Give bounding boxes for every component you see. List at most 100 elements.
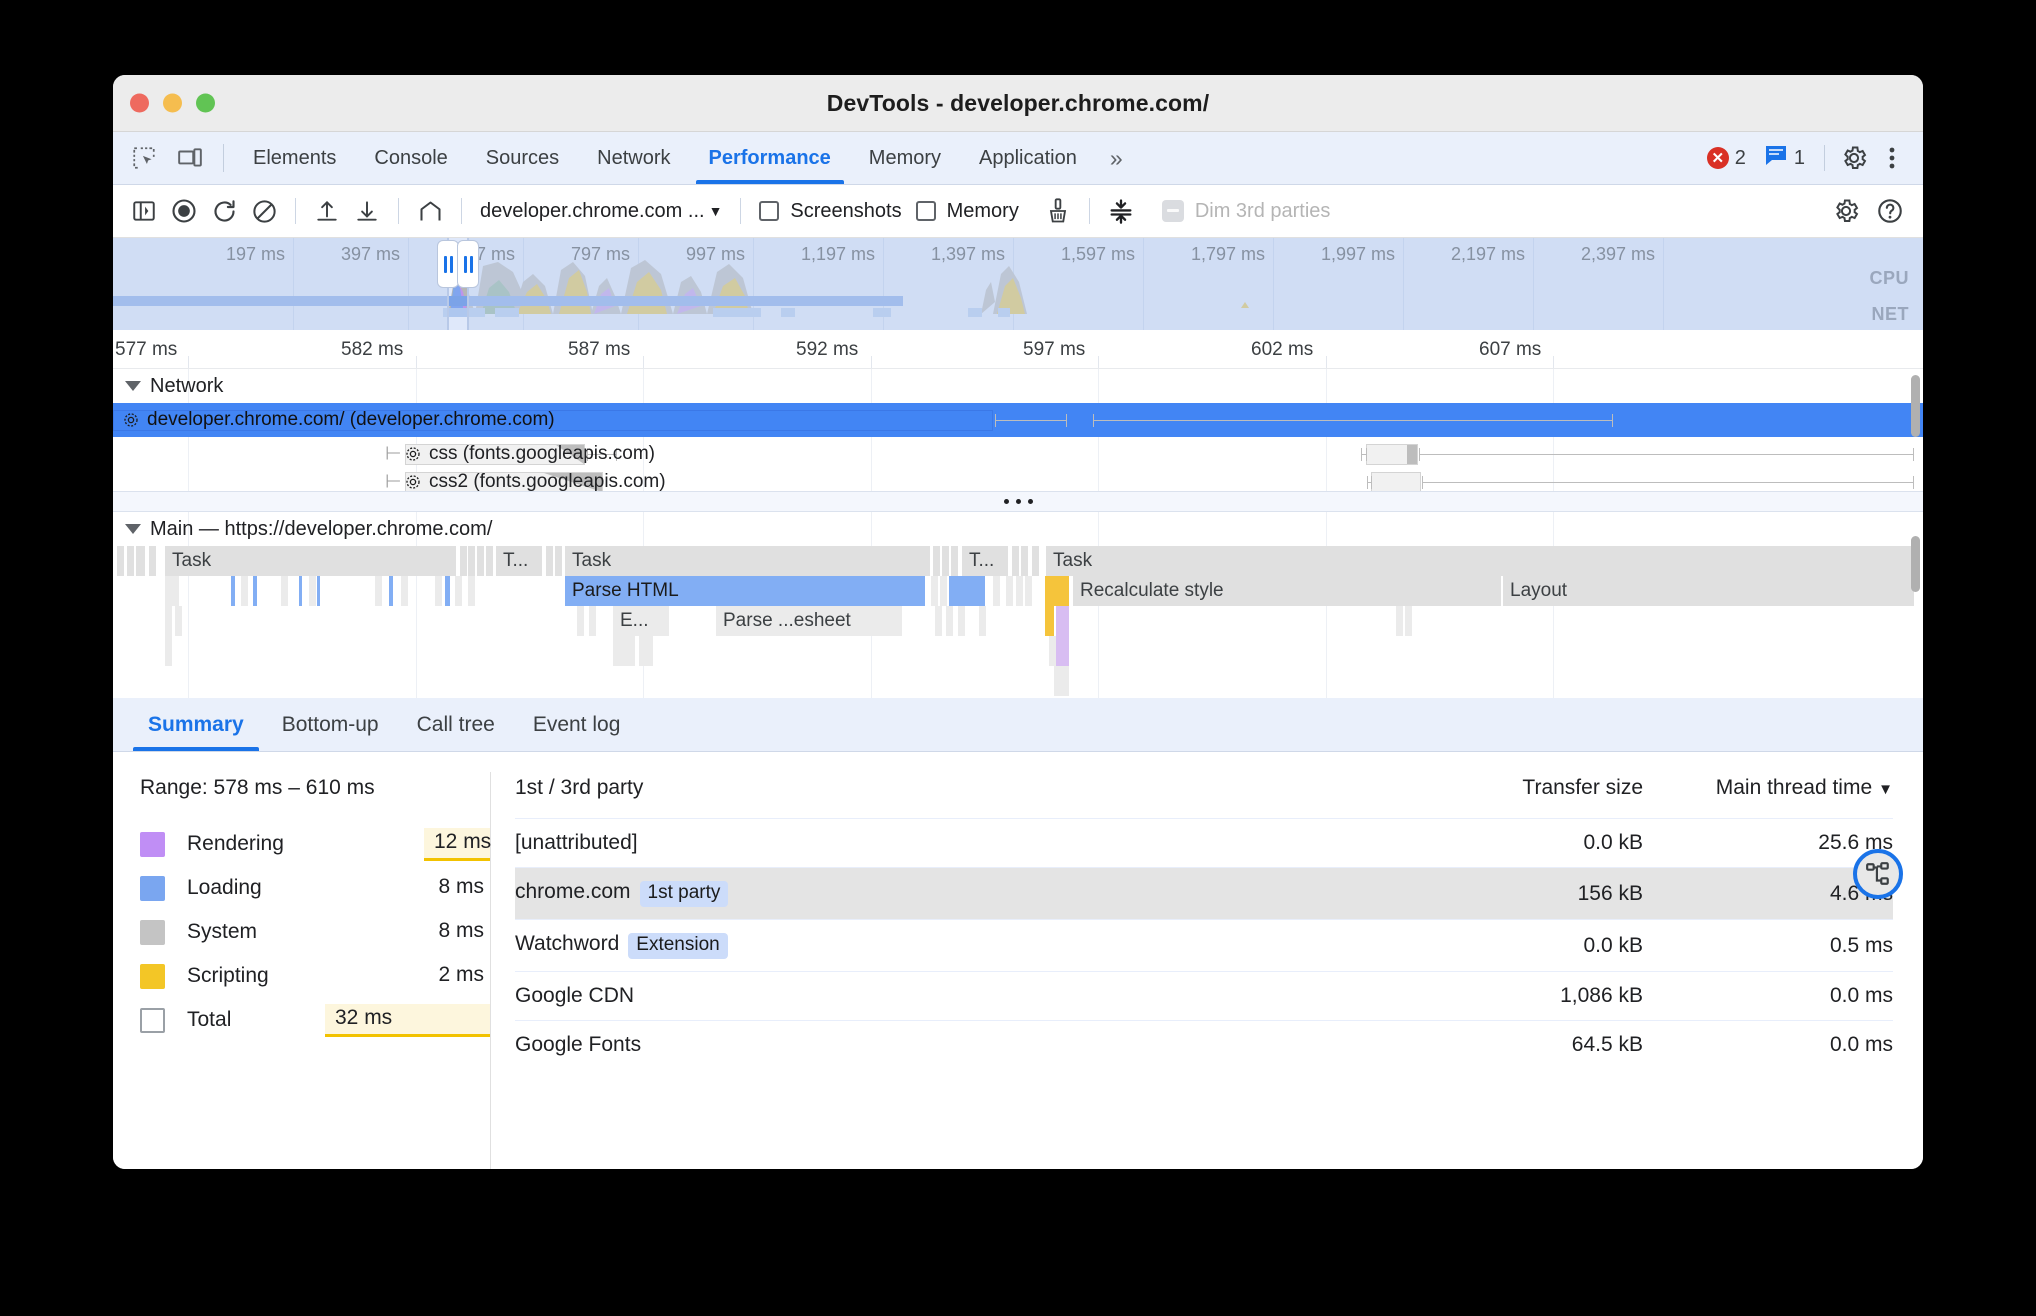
show-hierarchy-icon[interactable] (1853, 849, 1903, 899)
warning-count-badge[interactable]: 1 (1757, 144, 1812, 172)
flame-block[interactable] (299, 576, 302, 606)
flame-block[interactable] (231, 576, 235, 606)
network-track-header[interactable]: Network (113, 369, 223, 403)
tab-performance[interactable]: Performance (690, 132, 850, 184)
flame-block[interactable] (1012, 546, 1019, 576)
garbage-collect-icon[interactable] (1039, 192, 1077, 230)
flame-block-task[interactable]: Task (1046, 546, 1914, 576)
tab-summary[interactable]: Summary (129, 698, 263, 751)
flame-block[interactable] (1396, 606, 1403, 636)
flame-block[interactable] (165, 576, 179, 606)
flame-block[interactable] (942, 546, 949, 576)
table-row[interactable]: Google CDN 1,086 kB 0.0 ms (515, 971, 1893, 1021)
flame-block[interactable] (455, 576, 462, 606)
memory-checkbox[interactable]: Memory (910, 200, 1025, 223)
flame-block[interactable] (949, 576, 985, 606)
column-header-main-thread-time[interactable]: Main thread time ▼ (1643, 776, 1893, 819)
flame-block[interactable] (477, 546, 484, 576)
track-splitter-handle[interactable] (113, 491, 1923, 512)
flame-block[interactable] (389, 576, 393, 606)
flame-block[interactable] (309, 576, 316, 606)
flame-block[interactable] (468, 576, 475, 606)
table-row[interactable]: [unattributed] 0.0 kB 25.6 ms (515, 818, 1893, 868)
flame-block[interactable] (1025, 576, 1032, 606)
network-request-row[interactable]: developer.chrome.com/ (developer.chrome.… (113, 403, 1923, 437)
flame-block[interactable] (317, 576, 320, 606)
flame-block[interactable] (375, 576, 382, 606)
flame-block[interactable] (993, 576, 1000, 606)
flame-block[interactable] (281, 576, 288, 606)
column-header-party[interactable]: 1st / 3rd party (515, 776, 644, 799)
legend-row-system[interactable]: System 8 ms (113, 910, 490, 954)
overview-window-handle-left[interactable] (437, 240, 459, 288)
flame-block-layout[interactable]: Layout (1503, 576, 1914, 606)
flame-block[interactable] (486, 546, 493, 576)
flame-block-rendering[interactable] (1056, 636, 1069, 666)
flame-block[interactable] (149, 546, 156, 576)
device-toolbar-icon[interactable] (173, 141, 207, 175)
collapse-tracks-icon[interactable] (1102, 192, 1140, 230)
toggle-sidebar-icon[interactable] (125, 192, 163, 230)
tab-network[interactable]: Network (578, 132, 689, 184)
network-request-row[interactable]: ⊢ css2 (fonts.googleapis.com) (113, 465, 1923, 491)
flame-block[interactable] (1054, 666, 1069, 696)
flame-block[interactable] (136, 546, 145, 576)
flame-block[interactable] (933, 546, 940, 576)
flame-block[interactable] (1006, 576, 1013, 606)
flame-block[interactable] (958, 606, 965, 636)
flame-block[interactable] (946, 606, 953, 636)
flame-block[interactable] (241, 576, 248, 606)
save-profile-icon[interactable] (348, 192, 386, 230)
overview-timeline[interactable]: 197 ms 397 ms 597 ms 797 ms 997 ms 1,197… (113, 238, 1923, 330)
help-icon[interactable] (1871, 192, 1909, 230)
flame-block[interactable] (940, 576, 947, 606)
flame-block[interactable] (1016, 576, 1023, 606)
tab-call-tree[interactable]: Call tree (398, 698, 514, 751)
table-row[interactable]: Watchword Extension 0.0 kB 0.5 ms (515, 919, 1893, 972)
flame-block[interactable] (589, 606, 596, 636)
tab-console[interactable]: Console (355, 132, 466, 184)
flame-block[interactable] (127, 546, 134, 576)
tab-memory[interactable]: Memory (850, 132, 960, 184)
flame-block[interactable] (931, 576, 938, 606)
flame-block[interactable] (1032, 546, 1039, 576)
tab-application[interactable]: Application (960, 132, 1096, 184)
flame-block[interactable] (401, 576, 408, 606)
legend-row-loading[interactable]: Loading 8 ms (113, 866, 490, 910)
inspect-element-icon[interactable] (127, 141, 161, 175)
network-request-row[interactable]: ⊢ css (fonts.googleapis.com) (113, 437, 1923, 471)
flame-block-rendering[interactable] (1056, 606, 1069, 636)
tab-event-log[interactable]: Event log (514, 698, 640, 751)
table-row[interactable]: Google Fonts 64.5 kB 0.0 ms (515, 1020, 1893, 1069)
tab-elements[interactable]: Elements (234, 132, 355, 184)
flame-block-recalculate-style[interactable]: Recalculate style (1073, 576, 1501, 606)
flame-block[interactable] (613, 636, 635, 666)
flame-block[interactable] (639, 636, 653, 666)
flame-block[interactable] (1049, 636, 1056, 666)
flame-block[interactable] (165, 606, 172, 636)
main-track-scrollbar[interactable] (1911, 536, 1920, 592)
network-scrollbar[interactable] (1911, 375, 1920, 437)
screenshots-checkbox[interactable]: Screenshots (753, 200, 907, 223)
flame-block[interactable] (445, 576, 450, 606)
flame-block[interactable] (253, 576, 257, 606)
table-row[interactable]: chrome.com 1st party 156 kB 4.6 ms (515, 867, 1893, 920)
flame-block[interactable] (460, 546, 467, 576)
main-track-header[interactable]: Main — https://developer.chrome.com/ (113, 512, 492, 546)
minimize-window-button[interactable] (163, 93, 182, 113)
legend-row-rendering[interactable]: Rendering 12 ms (113, 822, 491, 866)
error-count-badge[interactable]: ✕ 2 (1700, 147, 1753, 170)
flame-block[interactable] (468, 546, 475, 576)
flame-block[interactable] (935, 606, 942, 636)
more-options-icon[interactable] (1875, 141, 1909, 175)
more-tabs-icon[interactable]: » (1109, 144, 1123, 171)
dim-third-parties-checkbox[interactable]: Dim 3rd parties (1156, 200, 1337, 223)
flame-block-task[interactable]: Task (165, 546, 456, 576)
flame-block[interactable] (546, 546, 553, 576)
overview-window-handle-right[interactable] (457, 240, 479, 288)
settings-gear-icon[interactable] (1837, 141, 1871, 175)
flame-block[interactable] (435, 576, 442, 606)
load-profile-icon[interactable] (308, 192, 346, 230)
tab-bottom-up[interactable]: Bottom-up (263, 698, 398, 751)
flame-block[interactable] (1021, 546, 1028, 576)
